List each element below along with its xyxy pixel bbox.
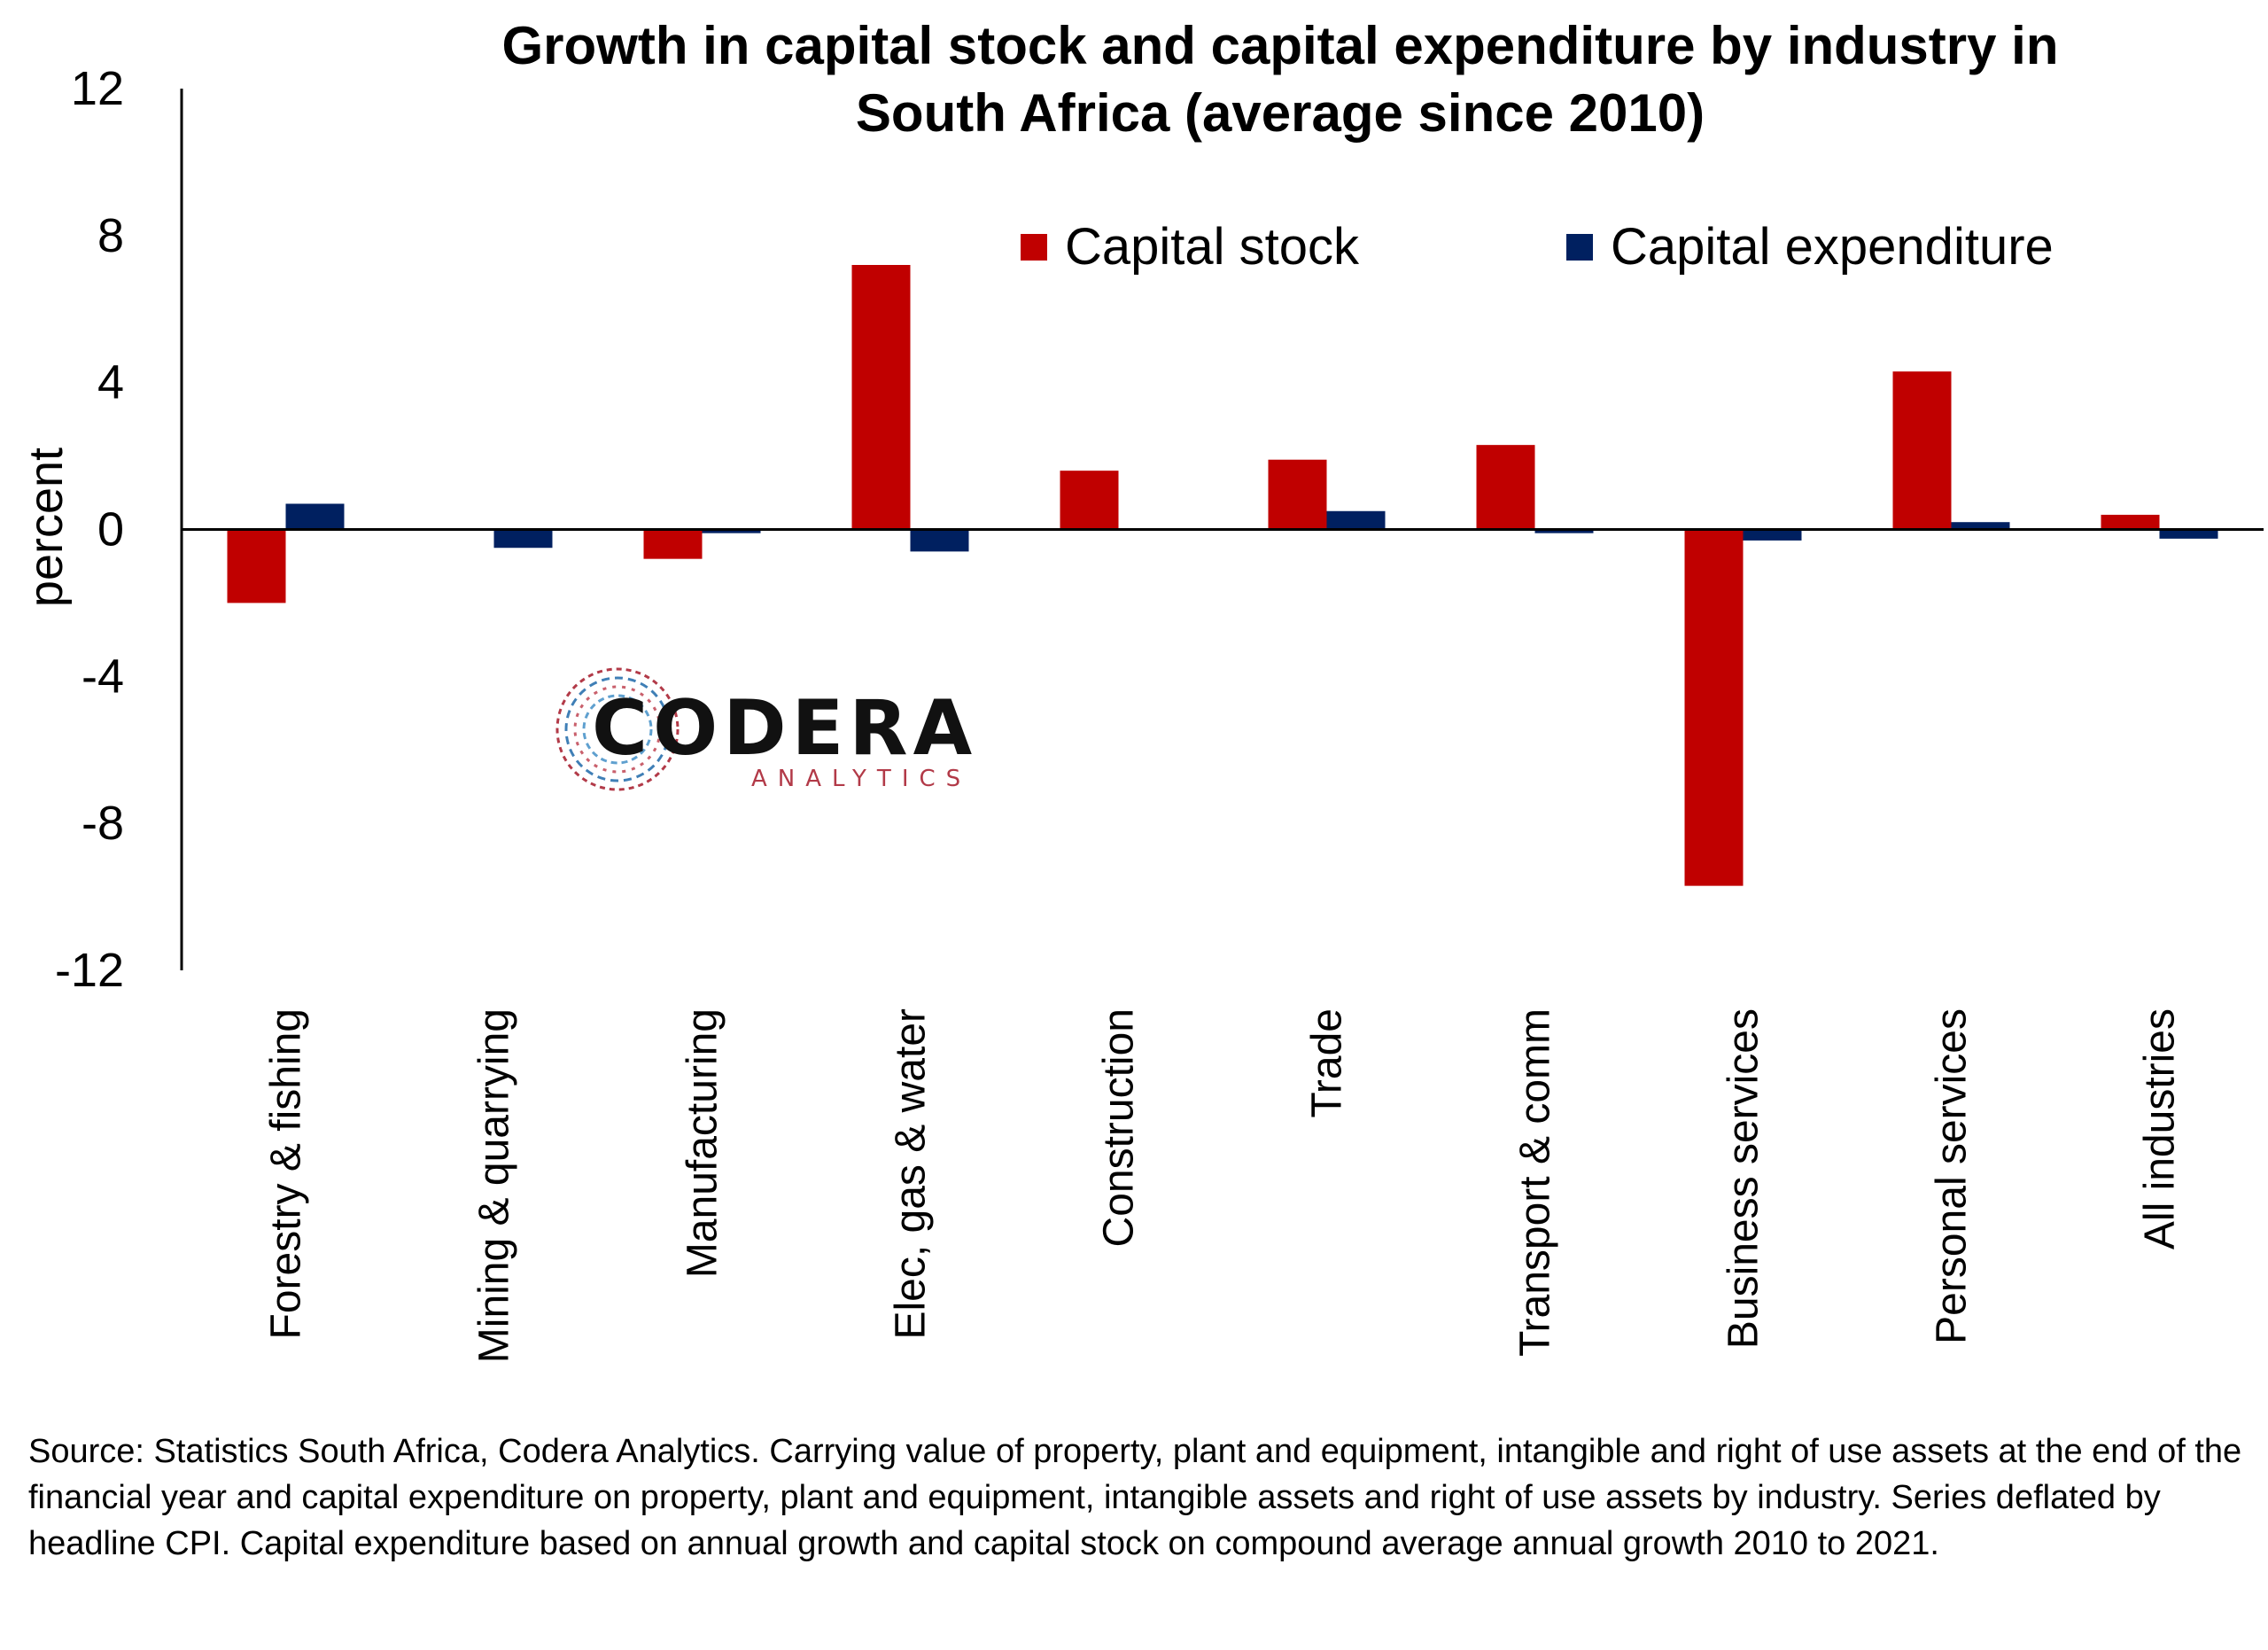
x-tick-label: Business services [1720, 1008, 1767, 1349]
y-tick-label: -8 [82, 797, 124, 850]
bar-capital-stock [1060, 471, 1119, 530]
axes [180, 89, 2264, 970]
x-tick-label: Elec, gas & water [888, 1008, 935, 1340]
bar-capital-expenditure [910, 529, 969, 552]
source-footnote: Source: Statistics South Africa, Codera … [28, 1433, 2242, 1562]
legend-label: Capital stock [1065, 218, 1360, 276]
chart: Growth in capital stock and capital expe… [19, 16, 2264, 1363]
x-axis-labels: Forestry & fishing Mining & quarrying Manu… [263, 1008, 2184, 1363]
legend-swatch [1021, 234, 1047, 261]
bar-capital-expenditure [1534, 529, 1594, 533]
bar-capital-expenditure [1326, 510, 1386, 530]
bar-capital-expenditure [2159, 529, 2218, 539]
chart-title-line: Growth in capital stock and capital expe… [502, 16, 2059, 75]
bar-capital-expenditure [1743, 529, 1802, 541]
legend-swatch [1566, 234, 1593, 261]
bar-capital-stock [1684, 529, 1744, 886]
x-tick-label: Personal services [1929, 1008, 1976, 1344]
y-axis-ticks: 12 8 4 0 -4 -8 -12 [55, 62, 124, 997]
bar-capital-expenditure [493, 529, 553, 549]
bar-capital-stock [1476, 445, 1535, 530]
bars [227, 265, 2218, 886]
x-tick-label: All industries [2137, 1008, 2184, 1249]
logo-subtitle: ANALYTICS [751, 766, 972, 792]
bar-capital-stock [1268, 459, 1327, 530]
y-tick-label: 4 [97, 356, 124, 409]
x-tick-label: Transport & comm [1512, 1008, 1559, 1357]
y-tick-label: 8 [97, 209, 124, 262]
legend-label: Capital expenditure [1611, 218, 2054, 276]
x-tick-label: Manufacturing [680, 1008, 726, 1278]
y-tick-label: 0 [97, 503, 124, 556]
x-tick-label: Trade [1304, 1008, 1351, 1118]
bar-capital-stock [227, 529, 286, 603]
bar-capital-stock [2101, 514, 2160, 530]
x-tick-label: Construction [1096, 1008, 1143, 1247]
chart-title-line: South Africa (average since 2010) [856, 83, 1705, 143]
bar-capital-expenditure [1951, 522, 2010, 530]
bar-capital-stock [643, 529, 703, 559]
bar-capital-expenditure [702, 529, 761, 533]
y-tick-label: 12 [71, 62, 124, 115]
x-tick-label: Mining & quarrying [471, 1008, 518, 1363]
codera-circle-icon [555, 667, 680, 791]
codera-logo: CODERA ANALYTICS [551, 663, 976, 796]
bar-capital-stock [851, 265, 911, 530]
x-tick-label: Forestry & fishing [263, 1008, 310, 1339]
y-tick-label: -4 [82, 650, 124, 703]
chart-title: Growth in capital stock and capital expe… [502, 16, 2059, 143]
legend: Capital stock Capital expenditure [1021, 218, 2054, 276]
bar-capital-expenditure [285, 503, 345, 530]
logo-wordmark: CODERA [592, 684, 978, 773]
y-tick-label: -12 [55, 944, 124, 997]
y-axis-label: percent [19, 448, 73, 607]
bar-capital-stock [1892, 371, 1952, 530]
